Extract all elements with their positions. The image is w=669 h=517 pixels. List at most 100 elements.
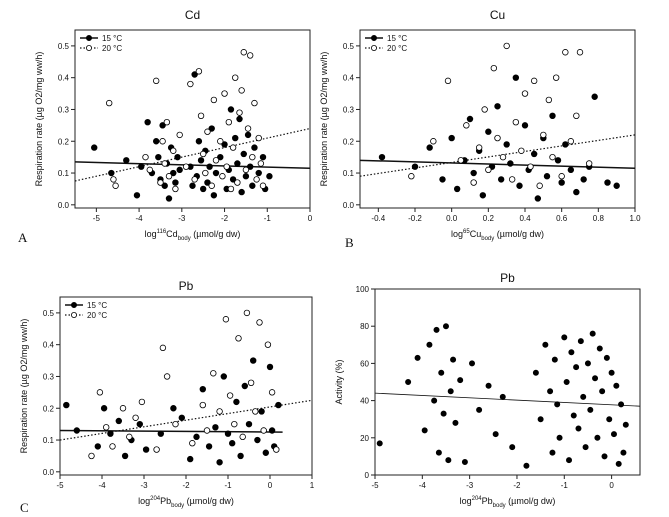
- data-point-open: [159, 344, 167, 352]
- data-point-filled: [244, 131, 252, 139]
- fit-line-solid: [359, 159, 636, 170]
- data-point-open: [236, 109, 243, 116]
- data-point-open: [470, 179, 477, 186]
- data-point-open: [536, 182, 543, 189]
- data-point-filled: [584, 360, 591, 367]
- data-point-filled: [217, 153, 224, 161]
- data-point-filled: [452, 419, 459, 426]
- data-point-filled: [543, 173, 551, 180]
- data-point-filled: [445, 457, 452, 464]
- data-point-filled: [521, 122, 529, 129]
- y-tick-label: 0.0: [58, 201, 70, 210]
- data-point-filled: [262, 449, 269, 456]
- data-point-open: [585, 160, 593, 167]
- data-point-open: [249, 153, 256, 161]
- y-axis-title: Respiration rate (µg O2/mg ww/h): [34, 52, 44, 187]
- data-point-filled: [229, 176, 237, 183]
- chart-title: Pb: [500, 271, 515, 285]
- chart-panel-1: Cd A -5 -4 -3 -2 -1 0 0.0 0.1 0.2 0.3 0.4 0.5 log116Cd…: [18, 8, 313, 245]
- y-tick-label: 0.3: [43, 372, 55, 381]
- legend-label: 15 °C: [387, 34, 407, 43]
- data-point-filled: [573, 188, 580, 196]
- data-point-filled: [238, 188, 245, 196]
- data-point-open: [243, 309, 251, 317]
- data-point-open: [260, 427, 267, 434]
- data-point-filled: [245, 420, 253, 428]
- data-point-filled: [121, 452, 129, 460]
- data-point-filled: [476, 406, 483, 413]
- data-point-open: [88, 452, 95, 460]
- data-point-filled: [178, 414, 185, 421]
- x-tick-label: -2: [513, 481, 521, 490]
- data-point-filled: [601, 453, 608, 460]
- data-point-filled: [507, 160, 514, 167]
- data-point-open: [157, 179, 164, 186]
- data-point-filled: [613, 382, 620, 389]
- data-point-filled: [497, 176, 505, 183]
- y-axis-title: Respiration rate (µg O2/mg ww/h): [319, 52, 329, 187]
- data-point-filled: [421, 427, 428, 434]
- data-point-filled: [100, 405, 108, 412]
- data-point-filled: [542, 341, 549, 348]
- fit-line-solid: [374, 392, 641, 407]
- data-point-filled: [567, 166, 575, 174]
- panel-label: B: [345, 235, 354, 250]
- data-point-filled: [159, 122, 166, 129]
- data-point-filled: [532, 369, 539, 376]
- data-point-filled: [549, 449, 556, 456]
- data-point-open: [189, 440, 196, 447]
- data-point-filled: [547, 388, 554, 395]
- data-point-open: [252, 408, 259, 415]
- data-point-filled: [232, 134, 239, 142]
- data-point-filled: [589, 330, 596, 337]
- data-point-filled: [610, 431, 617, 438]
- data-point-open: [457, 157, 465, 164]
- x-tick-label: -5: [371, 481, 379, 490]
- y-tick-label: 0.3: [343, 105, 355, 114]
- data-point-open: [255, 134, 262, 142]
- data-point-filled: [195, 138, 203, 145]
- data-point-filled: [205, 443, 213, 450]
- data-point-open: [503, 42, 510, 50]
- data-point-open: [253, 176, 260, 183]
- data-point-filled: [94, 443, 101, 450]
- data-point-open: [235, 335, 242, 342]
- data-point-open: [226, 392, 234, 399]
- data-point-filled: [193, 433, 200, 441]
- data-point-filled: [249, 182, 256, 189]
- data-point-open: [242, 166, 250, 174]
- data-point-open: [217, 138, 224, 145]
- data-point-filled: [254, 436, 261, 444]
- data-point-filled: [266, 363, 274, 371]
- data-point-filled: [144, 118, 151, 126]
- data-point-open: [257, 160, 265, 167]
- data-point-filled: [108, 169, 115, 177]
- panel-label: A: [18, 230, 28, 245]
- data-point-filled: [266, 173, 273, 180]
- data-point-open: [499, 153, 507, 161]
- data-point-filled: [259, 153, 267, 161]
- data-point-filled: [258, 408, 265, 415]
- y-tick-label: 0.1: [58, 169, 70, 178]
- data-point-filled: [221, 141, 228, 148]
- data-point-open: [227, 185, 235, 193]
- data-point-open: [246, 52, 254, 59]
- data-point-open: [126, 433, 133, 441]
- data-point-filled: [91, 144, 98, 151]
- data-point-filled: [133, 192, 141, 199]
- data-point-filled: [603, 354, 610, 361]
- data-point-open: [210, 370, 217, 377]
- data-point-open: [132, 414, 139, 421]
- data-point-open: [199, 150, 207, 158]
- legend-marker: [370, 35, 377, 42]
- data-point-open: [159, 138, 166, 145]
- y-axis-title: Respiration rate (µg O2/mg ww/h): [19, 319, 29, 454]
- y-tick-label: 0.3: [58, 105, 70, 114]
- data-point-filled: [453, 185, 461, 193]
- data-point-filled: [615, 460, 622, 467]
- data-point-open: [152, 77, 160, 85]
- data-point-filled: [439, 176, 446, 183]
- y-tick-label: 0.5: [343, 42, 355, 51]
- fit-line-dotted: [59, 399, 313, 441]
- data-point-open: [251, 99, 258, 107]
